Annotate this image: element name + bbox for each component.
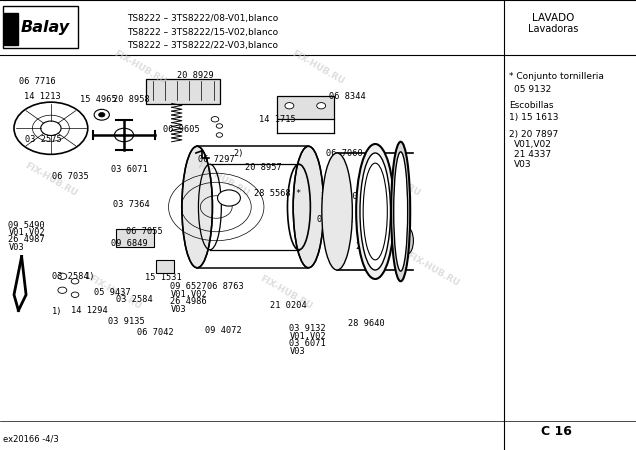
Text: * Conjunto tornilleria: * Conjunto tornilleria <box>509 72 604 81</box>
Text: 09 6527: 09 6527 <box>170 282 207 291</box>
Ellipse shape <box>391 142 410 281</box>
Text: 03 6071: 03 6071 <box>289 339 326 348</box>
Text: FIX-HUB.RU: FIX-HUB.RU <box>86 274 142 311</box>
Text: V01,V02: V01,V02 <box>514 140 552 149</box>
Text: 06 8344: 06 8344 <box>329 92 366 101</box>
Text: Escobillas: Escobillas <box>509 101 553 110</box>
Text: 1): 1) <box>52 307 63 316</box>
Text: TS8222 – 3TS8222/22-V03,blanco: TS8222 – 3TS8222/22-V03,blanco <box>127 41 278 50</box>
Text: 21 4337: 21 4337 <box>514 150 551 159</box>
Text: FIX-HUB.RU: FIX-HUB.RU <box>23 162 79 198</box>
Text: V03: V03 <box>289 346 305 356</box>
Ellipse shape <box>394 152 408 271</box>
Text: 26 4987: 26 4987 <box>8 235 45 244</box>
Circle shape <box>317 103 326 109</box>
Text: Balay: Balay <box>20 20 69 36</box>
Text: 28 9641: 28 9641 <box>356 242 393 251</box>
Bar <box>277 96 334 119</box>
Ellipse shape <box>360 153 391 270</box>
Ellipse shape <box>182 146 212 268</box>
Text: 05 9437: 05 9437 <box>94 288 131 297</box>
Ellipse shape <box>356 144 394 279</box>
Text: Lavadoras: Lavadoras <box>528 24 579 34</box>
Text: 06 7716: 06 7716 <box>19 76 56 86</box>
Text: FIX-HUB.RU: FIX-HUB.RU <box>366 162 422 198</box>
Text: V01,V02: V01,V02 <box>289 332 326 341</box>
Text: 09 9632: 09 9632 <box>317 215 354 224</box>
Circle shape <box>99 112 105 117</box>
Text: 20 8958: 20 8958 <box>113 94 150 104</box>
Text: 03 2584: 03 2584 <box>116 295 153 304</box>
Bar <box>146 79 220 104</box>
Text: 03 7364: 03 7364 <box>113 200 150 209</box>
Ellipse shape <box>293 146 324 268</box>
Text: FIX-HUB.RU: FIX-HUB.RU <box>290 49 346 86</box>
Text: FIX-HUB.RU: FIX-HUB.RU <box>258 274 314 311</box>
Circle shape <box>285 103 294 109</box>
Ellipse shape <box>363 163 387 260</box>
Text: 15 4965: 15 4965 <box>80 94 116 104</box>
Text: V03: V03 <box>170 305 186 314</box>
Text: 14 1213: 14 1213 <box>24 92 61 101</box>
Text: C 16: C 16 <box>541 425 572 437</box>
Text: 03 9135: 03 9135 <box>108 317 145 326</box>
Text: 03 2584: 03 2584 <box>52 272 89 281</box>
Text: 21 0190: 21 0190 <box>321 192 358 201</box>
Text: 09 4072: 09 4072 <box>205 326 242 335</box>
Text: LAVADO: LAVADO <box>532 13 574 23</box>
Text: FIX-HUB.RU: FIX-HUB.RU <box>404 252 460 288</box>
Text: 06 7042: 06 7042 <box>137 328 174 337</box>
Circle shape <box>218 190 240 206</box>
Text: 06 8763: 06 8763 <box>207 282 244 291</box>
Text: 26 4986: 26 4986 <box>170 297 207 306</box>
Text: 20 8957: 20 8957 <box>245 163 282 172</box>
Text: 2): 2) <box>233 149 244 158</box>
Bar <box>4 13 18 45</box>
Text: 06 7055: 06 7055 <box>126 227 163 236</box>
Text: 15 1531: 15 1531 <box>145 273 182 282</box>
Bar <box>116 229 154 247</box>
Text: 05 9132: 05 9132 <box>514 85 551 94</box>
Ellipse shape <box>401 227 413 254</box>
Text: 21 0204: 21 0204 <box>270 302 307 310</box>
Text: 06 7060: 06 7060 <box>326 148 363 157</box>
Bar <box>156 260 174 273</box>
Text: 06 9605: 06 9605 <box>163 125 200 134</box>
Text: 14 1294: 14 1294 <box>71 306 108 315</box>
Text: 1) 15 1613: 1) 15 1613 <box>509 113 558 122</box>
Text: 06 7297: 06 7297 <box>198 155 235 164</box>
Text: 1): 1) <box>85 272 95 281</box>
Text: 03 2575: 03 2575 <box>25 135 62 144</box>
Text: 2) 20 7897: 2) 20 7897 <box>509 130 558 140</box>
Text: 28 5568 *: 28 5568 * <box>254 189 301 198</box>
Text: 06 7035: 06 7035 <box>52 172 89 181</box>
Bar <box>3 6 78 48</box>
Text: TS8222 – 3TS8222/15-V02,blanco: TS8222 – 3TS8222/15-V02,blanco <box>127 28 279 37</box>
Text: 03 9132: 03 9132 <box>289 324 326 333</box>
Text: 28 9640: 28 9640 <box>348 320 385 328</box>
Text: FIX-HUB.RU: FIX-HUB.RU <box>195 162 251 198</box>
Text: 09 5490: 09 5490 <box>8 220 45 230</box>
Text: V03: V03 <box>514 160 532 169</box>
Text: TS8222 – 3TS8222/08-V01,blanco: TS8222 – 3TS8222/08-V01,blanco <box>127 14 279 23</box>
Text: 20 8929: 20 8929 <box>177 71 214 80</box>
Text: V01,V02: V01,V02 <box>170 290 207 299</box>
Text: 09 6849: 09 6849 <box>111 239 148 248</box>
Ellipse shape <box>322 153 352 270</box>
Text: ex20166 -4/3: ex20166 -4/3 <box>3 435 59 444</box>
Text: 03 6071: 03 6071 <box>111 165 148 174</box>
Text: V01,V02: V01,V02 <box>8 228 45 237</box>
Text: V03: V03 <box>8 243 24 252</box>
Text: 14 1715: 14 1715 <box>259 115 296 124</box>
Text: FIX-HUB.RU: FIX-HUB.RU <box>112 49 168 86</box>
